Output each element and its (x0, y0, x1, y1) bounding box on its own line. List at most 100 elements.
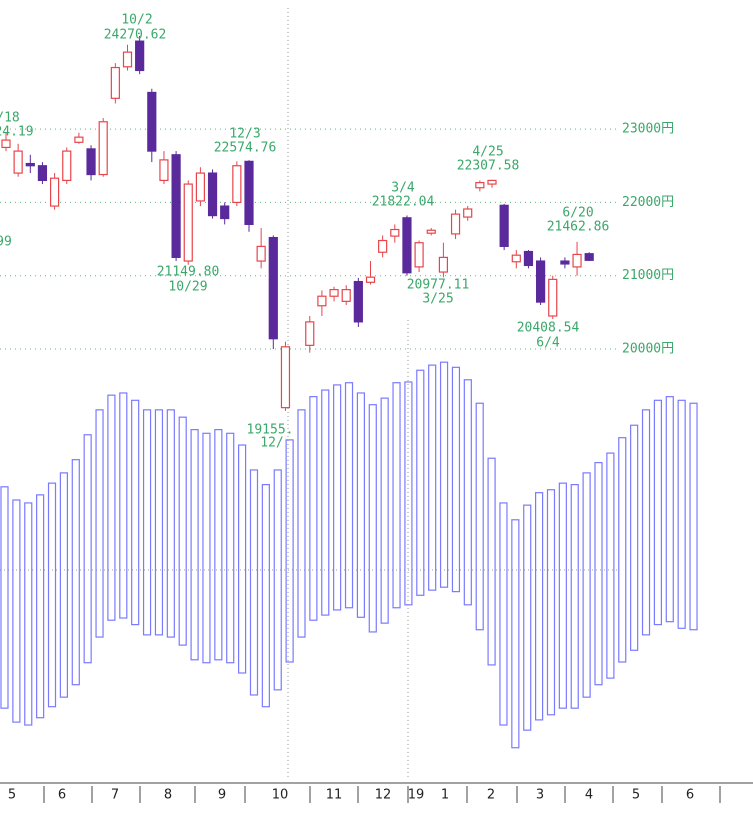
candle-body (499, 204, 509, 247)
band-bar (463, 379, 472, 606)
band-bar (368, 404, 377, 633)
band-bar (142, 409, 152, 636)
candle-body (13, 150, 23, 174)
candle-body (329, 289, 339, 297)
band-bar (546, 489, 556, 716)
candle-body (511, 254, 521, 263)
candle-body (98, 121, 108, 176)
band-bar (344, 382, 354, 609)
band-bar (523, 504, 532, 731)
band-bar (261, 484, 270, 708)
annotation: 19155. (247, 423, 294, 438)
band-bar (416, 369, 425, 596)
annotation: 10/29 (168, 280, 207, 295)
band-bar (249, 469, 259, 696)
candle-body (450, 213, 461, 235)
candle-body (74, 136, 84, 143)
band-layer (0, 361, 698, 749)
candle-body (207, 172, 218, 217)
band-bar (273, 469, 282, 691)
candle-body (62, 150, 72, 182)
band-bar (534, 492, 544, 721)
month-label: 6 (58, 788, 66, 803)
month-label: 7 (111, 788, 119, 803)
candle-body (110, 66, 120, 99)
candle-body (256, 245, 266, 262)
band-bar (511, 519, 520, 749)
candle-body (390, 228, 400, 237)
annotation: 10/2 (121, 13, 152, 28)
band-bar (59, 472, 69, 698)
band-bar (285, 439, 294, 663)
band-bar (214, 429, 223, 661)
candle-body (86, 148, 96, 176)
candle-body (317, 295, 327, 307)
candle-body (365, 276, 376, 283)
band-bar (309, 396, 318, 621)
band-bar (71, 459, 80, 686)
candle-body (305, 321, 315, 346)
candle-body (523, 250, 534, 267)
annotation: 6/20 (562, 206, 593, 221)
band-bar (36, 494, 45, 719)
candle-body (535, 260, 546, 303)
band-bar (653, 399, 663, 626)
candle-body (183, 183, 193, 262)
band-bar (238, 444, 247, 674)
month-label: 10 (272, 788, 289, 803)
band-bar (154, 409, 164, 636)
band-bar (582, 472, 591, 698)
label-layer: /1824.199910/224270.6212/322574.7621149.… (0, 13, 721, 803)
band-bar (131, 399, 140, 626)
band-bar (594, 462, 603, 686)
candle-body (414, 242, 424, 268)
band-bar (641, 409, 651, 636)
band-bar (95, 409, 104, 638)
month-label: 12 (375, 788, 392, 803)
month-label: 9 (218, 788, 226, 803)
band-bar (47, 482, 57, 708)
annotation: 12/3 (229, 127, 260, 142)
band-bar (451, 366, 461, 593)
band-bar (606, 452, 615, 679)
month-label: 19 (408, 788, 425, 803)
band-bar (618, 437, 627, 663)
annotation: 21822.04 (372, 195, 435, 210)
candle-body (378, 239, 388, 253)
candle-body (280, 346, 291, 409)
annotation: 3/4 (391, 181, 415, 196)
candle-body (25, 162, 35, 167)
band-bar (202, 432, 211, 664)
band-bar (439, 361, 449, 588)
band-bar (428, 364, 437, 591)
candle-body (220, 205, 230, 220)
y-tick-label: 22000円 (622, 195, 674, 210)
candle-body (463, 208, 473, 218)
month-label: 6 (686, 788, 694, 803)
candle-body (171, 154, 181, 258)
annotation: 12/ (260, 436, 283, 451)
band-bar (392, 382, 401, 609)
annotation: 24.19 (0, 125, 34, 140)
candle-body (135, 40, 145, 72)
band-bar (190, 429, 199, 661)
band-bar (12, 499, 21, 723)
annotation: 99 (0, 235, 12, 250)
candle-body (560, 260, 570, 265)
annotation: 6/4 (536, 336, 560, 351)
candle-body (1, 139, 11, 149)
candle-body (232, 165, 242, 204)
annotation: 24270.62 (104, 28, 167, 43)
month-label: 11 (326, 788, 343, 803)
band-bar (226, 432, 235, 664)
annotation: 21462.86 (547, 220, 610, 235)
band-bar (677, 399, 686, 629)
band-bar (570, 484, 579, 709)
annotation: 21149.80 (157, 265, 220, 280)
candle-body (475, 182, 485, 189)
candle-body (37, 165, 48, 182)
candle-body (402, 217, 412, 274)
band-bar (665, 396, 674, 623)
annotation: 4/25 (472, 145, 503, 160)
